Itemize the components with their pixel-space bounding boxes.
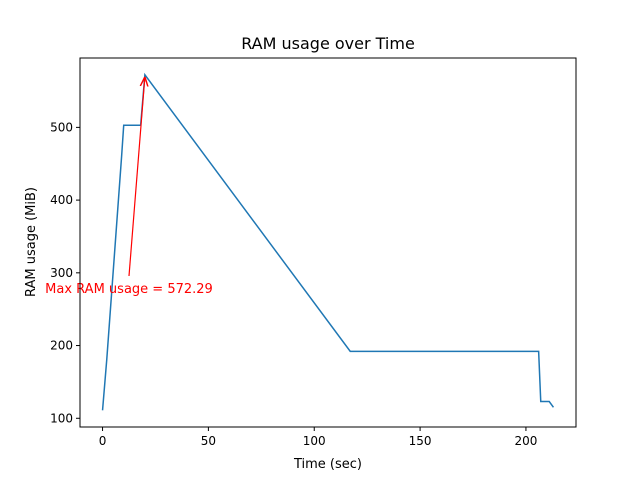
x-tick-label: 150 [409, 434, 432, 448]
x-tick-label: 0 [99, 434, 107, 448]
y-tick-label: 300 [50, 266, 73, 280]
line-series [101, 72, 555, 411]
plot-frame [79, 57, 577, 428]
annotation-arrow [128, 77, 145, 277]
x-tick-label: 200 [514, 434, 537, 448]
x-tick-label: 100 [303, 434, 326, 448]
y-tick-label: 500 [50, 120, 73, 134]
x-tick-label: 50 [201, 434, 216, 448]
y-axis-label: RAM usage (MiB) [24, 187, 39, 297]
y-tick-label: 100 [50, 411, 73, 425]
annotation: Max RAM usage = 572.29 [45, 282, 213, 297]
y-tick-label: 200 [50, 339, 73, 353]
x-axis-label: Time (sec) [293, 457, 362, 472]
chart-title: RAM usage over Time [241, 34, 415, 53]
y-tick-label: 400 [50, 193, 73, 207]
